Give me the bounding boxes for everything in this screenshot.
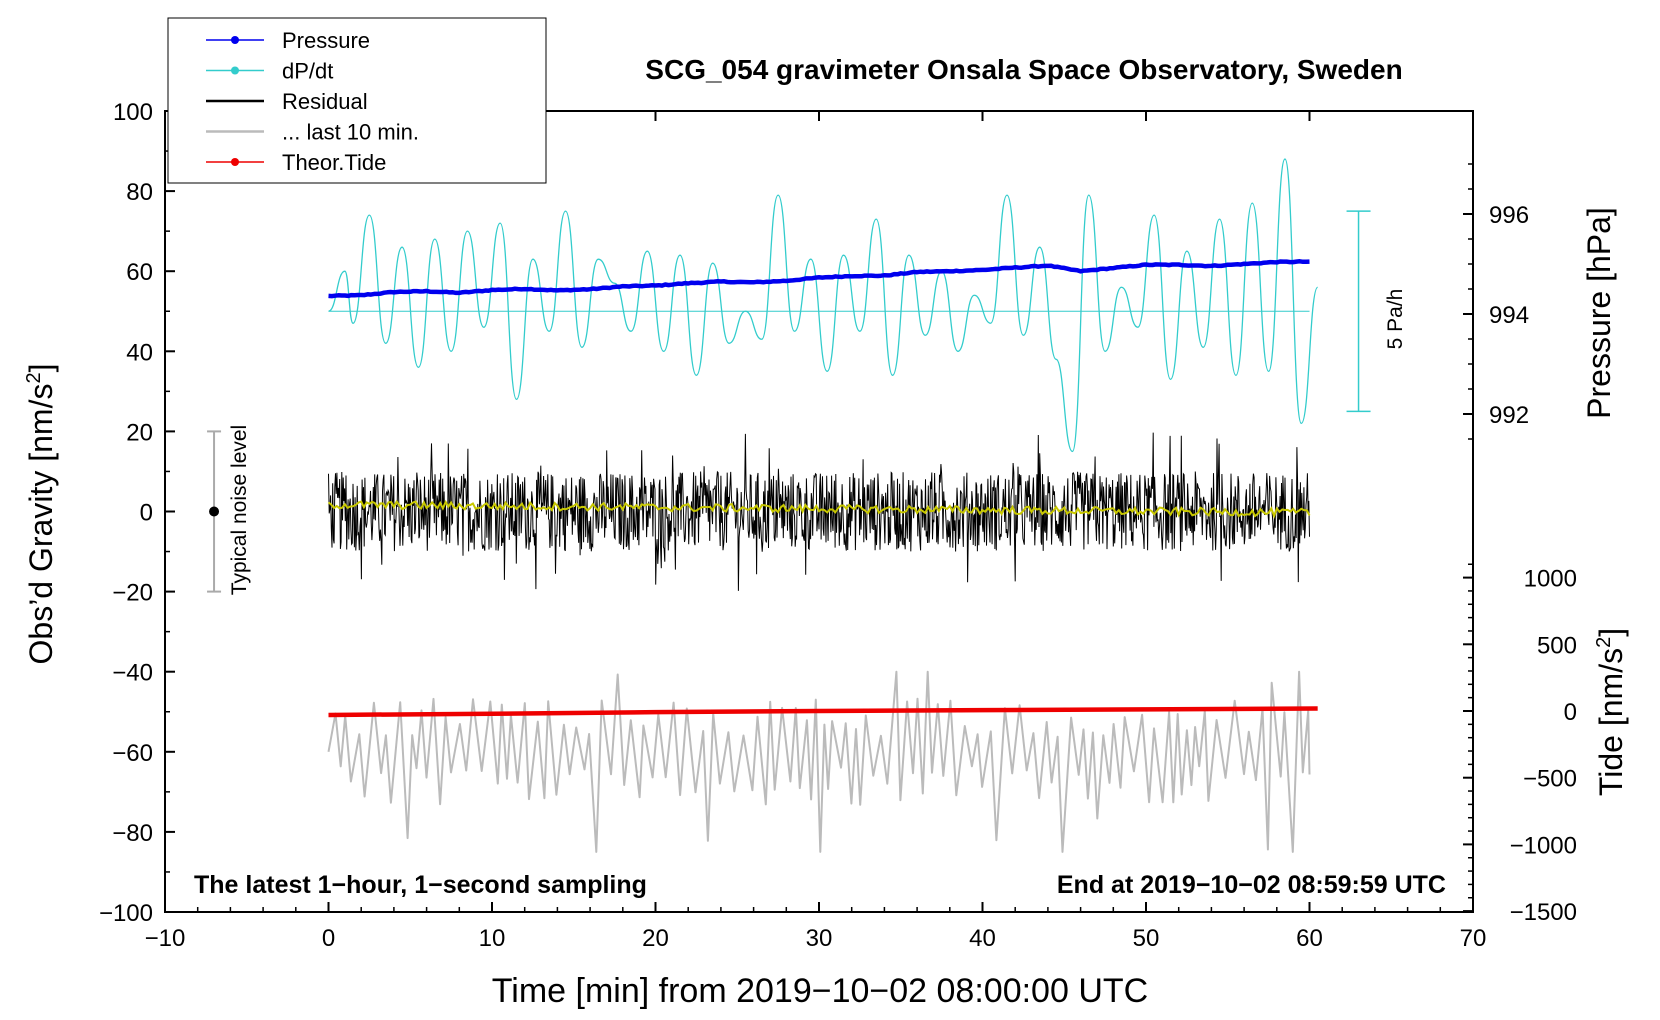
legend-label: ... last 10 min. [282,120,419,145]
legend-marker [231,36,239,44]
residual-series [328,432,1310,591]
y-tick-label: −100 [99,900,153,927]
tide-tick-label: −1000 [1510,832,1577,859]
tide-axis-label-text: Tide [nm/s [1593,648,1629,796]
annotation-bottom-right: End at 2019−10−02 08:59:59 UTC [1057,871,1446,899]
x-tick-label: 50 [1133,925,1160,952]
pressure-tick-label: 992 [1489,402,1529,429]
legend-label: Pressure [282,28,370,53]
tide-axis-label: Tide [nm/s2] [1593,628,1629,796]
tide-tick-label: −1500 [1510,899,1577,926]
y-axis-label-left-sup: 2 [23,372,45,383]
tide-tick-label: 0 [1564,699,1577,726]
x-tick-label: 70 [1460,925,1487,952]
legend-marker [231,66,239,75]
pressure-series [328,259,1310,299]
legend-marker [231,158,239,166]
pressure-tick-label: 994 [1489,302,1529,329]
pressure-tick-label: 996 [1489,202,1529,229]
tide-tick-label: 1000 [1524,566,1577,593]
x-tick-label: 0 [322,925,335,952]
y-axis-label-left: Obs’d Gravity [nm/s2] [23,364,59,665]
rate-scale-label: 5 Pa/h [1384,289,1407,350]
tide-tick-label: −500 [1523,766,1577,793]
y-tick-label: 40 [126,339,153,366]
tide-axis-label-close: ] [1593,628,1629,637]
y-axis-label-left-close: ] [23,364,59,373]
y-tick-label: −60 [112,740,153,767]
y-tick-label: 80 [126,179,153,206]
tide-axis-label-sup: 2 [1593,637,1615,648]
y-tick-label: −80 [112,820,153,847]
x-axis-label: Time [min] from 2019−10−02 08:00:00 UTC [492,972,1148,1010]
y-axis-label-left-text: Obs’d Gravity [nm/s [23,384,59,665]
y-tick-label: 60 [126,259,153,286]
y-tick-label: −20 [112,580,153,607]
x-tick-label: −10 [145,925,186,952]
x-tick-label: 40 [969,925,996,952]
x-tick-label: 20 [642,925,669,952]
annotation-bottom-left: The latest 1−hour, 1−second sampling [194,871,647,899]
x-tick-label: 30 [806,925,833,952]
y-tick-label: 100 [113,99,153,126]
residual-mean-series [327,499,1311,519]
tide-tick-label: 500 [1537,632,1577,659]
chart-title: SCG_054 gravimeter Onsala Space Observat… [645,54,1402,85]
tide-series [328,706,1318,718]
y-tick-label: −40 [112,660,153,687]
legend-label: Theor.Tide [282,150,386,175]
pressure-axis-label: Pressure [hPa] [1581,207,1617,419]
axes-layer: −10 0 10 20 30 40 50 60 70100806040200−20−40−60−… [99,99,1577,952]
legend-label: Residual [282,89,368,114]
series-layer [207,158,1371,853]
x-tick-label: 60 [1296,925,1323,952]
y-tick-label: 0 [140,500,153,527]
noise-level-label: Typical noise level [228,425,251,595]
noise-bar-center [209,506,220,517]
last-10-min-series [327,670,1311,853]
dpdt-series [328,158,1319,453]
legend: Pressure dP/dt Residual ... last 10 min. The… [167,17,547,184]
y-tick-label: 20 [126,419,153,446]
legend-label: dP/dt [282,59,333,84]
x-tick-label: 10 [479,925,506,952]
